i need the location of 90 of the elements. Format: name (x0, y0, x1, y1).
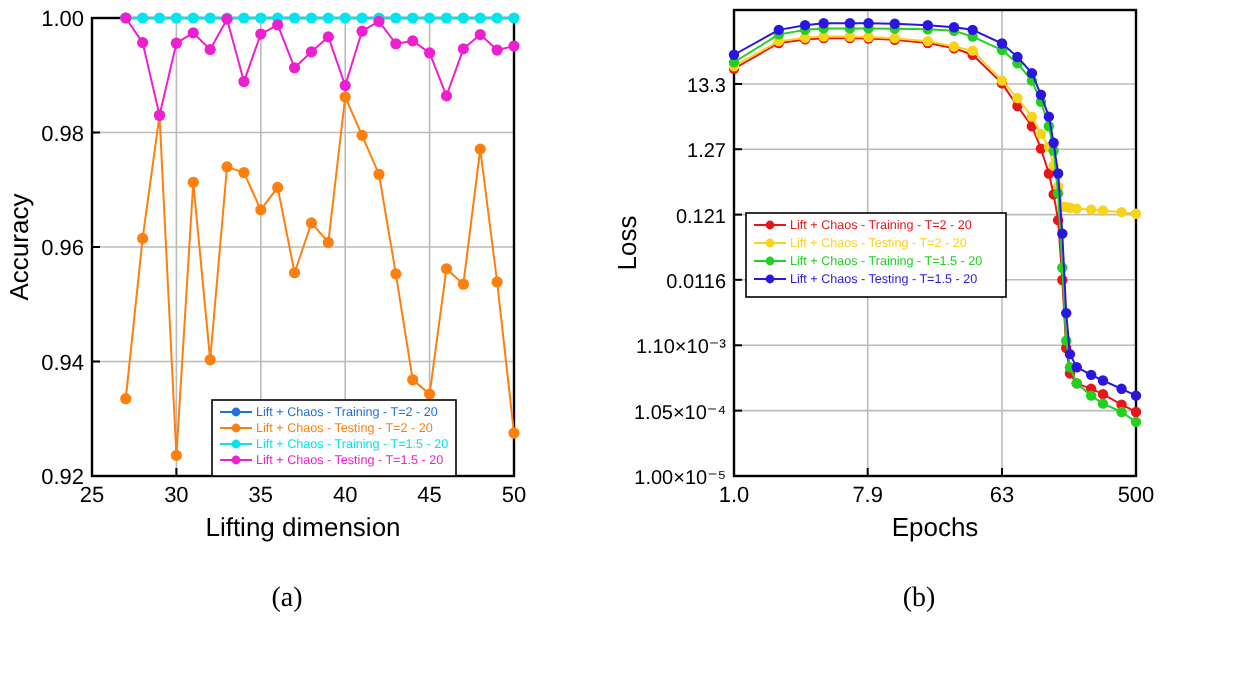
y-tick-label: 1.10×10⁻³ (635, 337, 728, 360)
point (508, 12, 520, 24)
point (187, 27, 199, 39)
point (491, 44, 503, 56)
y-tick-label: 0.94 (41, 351, 84, 376)
point (474, 143, 486, 155)
point (508, 427, 520, 439)
point (407, 12, 419, 24)
x-axis-title: Lifting dimension (205, 512, 401, 542)
point (120, 393, 132, 405)
point (204, 12, 216, 24)
point (238, 12, 250, 24)
y-tick-label: 1.27 (687, 141, 727, 164)
point (255, 28, 267, 40)
x-tick-label: 63 (989, 484, 1015, 508)
point (322, 12, 334, 24)
y-tick-label: 0.0116 (666, 271, 727, 294)
y-axis-title: Loss (612, 214, 642, 271)
point (356, 12, 368, 24)
point (272, 181, 284, 194)
point (457, 43, 469, 55)
point (170, 12, 182, 24)
point (390, 38, 402, 50)
point (474, 12, 486, 24)
point (339, 79, 351, 92)
point (322, 31, 334, 43)
x-tick-label: 50 (501, 484, 527, 508)
point (137, 232, 149, 245)
point (238, 75, 250, 88)
y-tick-label: 0.92 (41, 466, 84, 490)
point (424, 47, 436, 59)
x-tick-label: 45 (417, 484, 442, 508)
y-tick-label: 0.98 (41, 122, 84, 147)
point (288, 267, 301, 279)
point (373, 168, 385, 180)
point (305, 12, 318, 24)
point (322, 236, 334, 249)
x-tick-label: 25 (79, 484, 105, 508)
point (221, 161, 233, 173)
point (390, 268, 402, 280)
x-tick-label: 30 (164, 484, 189, 508)
y-tick-label: 0.121 (675, 206, 727, 229)
point (137, 12, 149, 24)
point (339, 91, 351, 103)
point (153, 12, 166, 24)
point (457, 12, 469, 24)
y-tick-label: 1.00 (41, 8, 84, 32)
point (170, 37, 182, 49)
text: (b) (902, 584, 936, 614)
point (255, 12, 267, 24)
point (407, 35, 419, 47)
y-axis-title: Accuracy (4, 192, 34, 301)
x-tick-label: 40 (332, 484, 358, 508)
point (407, 374, 419, 386)
y-tick-label: 13.3 (687, 75, 727, 98)
point (356, 25, 368, 37)
x-tick-label: 7.9 (852, 484, 883, 508)
point (137, 37, 149, 49)
point (288, 62, 301, 74)
point (457, 278, 469, 290)
x-axis-title: Epochs (891, 512, 980, 542)
point (424, 388, 436, 400)
text: (a) (271, 584, 304, 614)
point (238, 166, 250, 179)
point (204, 43, 216, 56)
point (204, 354, 216, 366)
point (288, 12, 301, 24)
point (440, 263, 453, 275)
point (305, 46, 318, 58)
point (170, 449, 182, 461)
point (305, 217, 318, 229)
point (491, 276, 503, 288)
point (440, 90, 453, 102)
point (339, 12, 351, 24)
x-tick-label: 500 (1117, 484, 1155, 508)
point (356, 129, 368, 141)
point (187, 12, 199, 24)
point (424, 12, 436, 24)
point (390, 12, 402, 24)
point (474, 29, 486, 41)
point (187, 176, 199, 188)
x-tick-label: 1.0 (718, 484, 750, 508)
y-tick-label: 1.05×10⁻⁴ (633, 402, 726, 425)
x-tick-label: 35 (248, 484, 274, 508)
y-tick-label: 0.96 (41, 237, 84, 261)
point (491, 12, 503, 24)
point (255, 204, 267, 216)
point (272, 19, 284, 31)
point (440, 12, 453, 24)
point (508, 40, 520, 52)
